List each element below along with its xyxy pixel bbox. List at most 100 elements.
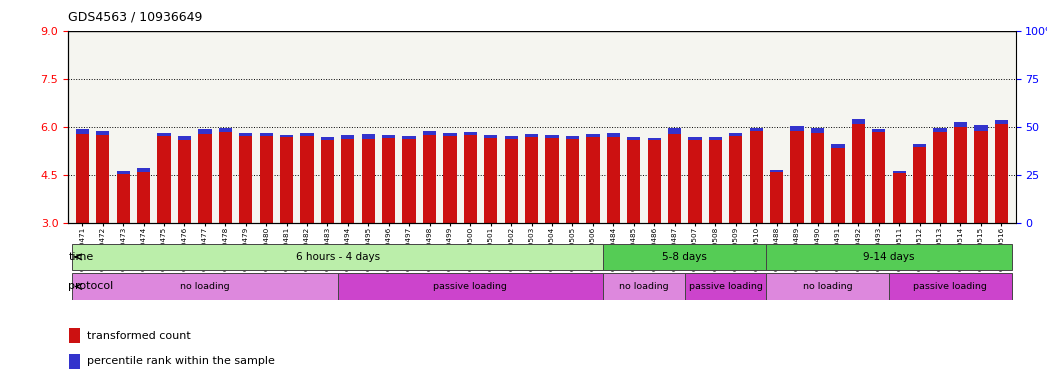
- Bar: [995, 124, 1008, 223]
- Bar: [750, 128, 763, 131]
- Bar: [443, 136, 456, 223]
- Bar: [565, 136, 579, 139]
- Bar: [851, 124, 865, 223]
- Bar: [750, 131, 763, 223]
- Bar: [219, 127, 232, 132]
- Bar: [219, 132, 232, 223]
- Bar: [627, 137, 641, 140]
- Bar: [729, 136, 742, 223]
- Bar: [892, 171, 906, 173]
- Text: passive loading: passive loading: [913, 282, 987, 291]
- Bar: [402, 139, 416, 223]
- Bar: [402, 136, 416, 139]
- Bar: [75, 129, 89, 134]
- Bar: [137, 172, 151, 223]
- Bar: [69, 328, 80, 343]
- Bar: [423, 135, 437, 223]
- Bar: [260, 136, 273, 223]
- Bar: [975, 131, 987, 223]
- Text: passive loading: passive loading: [433, 282, 508, 291]
- Bar: [770, 170, 783, 172]
- Bar: [116, 171, 130, 174]
- Text: 5-8 days: 5-8 days: [663, 252, 707, 262]
- Bar: [995, 120, 1008, 124]
- Bar: [954, 127, 967, 223]
- Text: passive loading: passive loading: [689, 282, 762, 291]
- Bar: [260, 133, 273, 136]
- Bar: [198, 129, 211, 134]
- Bar: [851, 119, 865, 124]
- Bar: [300, 136, 314, 223]
- Bar: [770, 172, 783, 223]
- Bar: [913, 147, 927, 223]
- Bar: [606, 137, 620, 223]
- Bar: [545, 135, 559, 137]
- Text: transformed count: transformed count: [87, 331, 191, 341]
- Bar: [933, 128, 946, 132]
- Bar: [729, 133, 742, 136]
- Bar: [361, 139, 375, 223]
- Bar: [975, 126, 987, 131]
- Text: 9-14 days: 9-14 days: [863, 252, 915, 262]
- Bar: [382, 135, 396, 137]
- Bar: [831, 149, 845, 223]
- Bar: [647, 137, 661, 140]
- Bar: [337, 273, 603, 300]
- Bar: [872, 129, 886, 132]
- Text: protocol: protocol: [68, 281, 114, 291]
- Bar: [688, 137, 701, 140]
- Bar: [586, 137, 600, 223]
- Bar: [603, 243, 766, 270]
- Bar: [933, 132, 946, 223]
- Bar: [320, 137, 334, 140]
- Bar: [280, 135, 293, 137]
- Bar: [913, 144, 927, 147]
- Bar: [464, 132, 477, 136]
- Bar: [831, 144, 845, 149]
- Text: percentile rank within the sample: percentile rank within the sample: [87, 356, 274, 366]
- Bar: [69, 354, 80, 369]
- Bar: [320, 140, 334, 223]
- Bar: [709, 137, 722, 140]
- Bar: [603, 273, 685, 300]
- Bar: [892, 173, 906, 223]
- Bar: [810, 128, 824, 133]
- Bar: [137, 168, 151, 172]
- Bar: [790, 126, 804, 131]
- Bar: [525, 137, 538, 223]
- Bar: [505, 136, 518, 139]
- Bar: [300, 133, 314, 136]
- Bar: [443, 134, 456, 136]
- Bar: [96, 136, 109, 223]
- Bar: [157, 136, 171, 223]
- Bar: [586, 134, 600, 137]
- Bar: [72, 273, 337, 300]
- Bar: [766, 243, 1011, 270]
- Bar: [790, 131, 804, 223]
- Bar: [484, 135, 497, 137]
- Bar: [525, 134, 538, 137]
- Bar: [484, 137, 497, 223]
- Bar: [464, 136, 477, 223]
- Bar: [96, 131, 109, 136]
- Bar: [889, 273, 1011, 300]
- Bar: [872, 132, 886, 223]
- Bar: [198, 134, 211, 223]
- Bar: [116, 174, 130, 223]
- Text: 6 hours - 4 days: 6 hours - 4 days: [295, 252, 380, 262]
- Bar: [647, 140, 661, 223]
- Bar: [341, 135, 355, 139]
- Bar: [239, 133, 252, 136]
- Text: GDS4563 / 10936649: GDS4563 / 10936649: [68, 10, 202, 23]
- Bar: [178, 140, 192, 223]
- Text: time: time: [68, 252, 94, 262]
- Text: no loading: no loading: [619, 282, 669, 291]
- Bar: [606, 134, 620, 137]
- Bar: [766, 273, 889, 300]
- Bar: [505, 139, 518, 223]
- Bar: [341, 139, 355, 223]
- Bar: [954, 122, 967, 127]
- Text: no loading: no loading: [180, 282, 229, 291]
- Bar: [280, 137, 293, 223]
- Bar: [72, 243, 603, 270]
